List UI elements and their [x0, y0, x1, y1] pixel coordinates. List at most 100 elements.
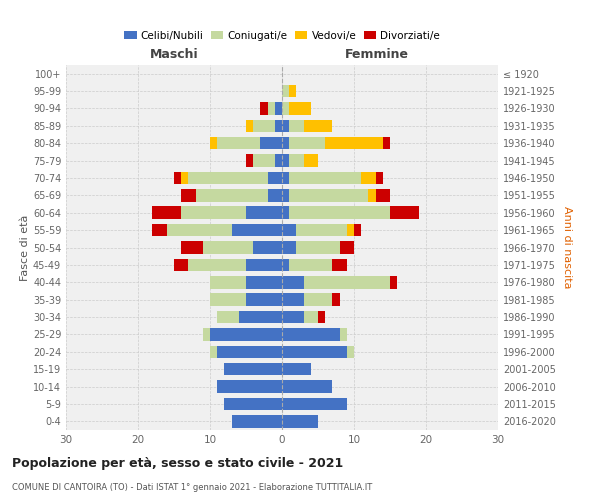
Bar: [289, 85, 296, 98]
Bar: [260, 137, 282, 149]
Bar: [282, 154, 289, 167]
Bar: [289, 102, 311, 115]
Text: Maschi: Maschi: [149, 48, 199, 62]
Bar: [289, 189, 368, 202]
Bar: [246, 120, 253, 132]
Bar: [174, 172, 181, 184]
Bar: [289, 258, 332, 271]
Bar: [282, 398, 347, 410]
Bar: [268, 102, 275, 115]
Bar: [217, 311, 239, 324]
Y-axis label: Anni di nascita: Anni di nascita: [562, 206, 572, 289]
Bar: [217, 137, 260, 149]
Bar: [188, 258, 246, 271]
Bar: [196, 189, 268, 202]
Bar: [152, 224, 167, 236]
Bar: [282, 120, 289, 132]
Bar: [246, 258, 282, 271]
Bar: [253, 154, 275, 167]
Bar: [203, 241, 253, 254]
Bar: [296, 224, 347, 236]
Bar: [282, 346, 347, 358]
Bar: [282, 276, 304, 288]
Bar: [282, 311, 304, 324]
Bar: [282, 241, 296, 254]
Bar: [289, 154, 304, 167]
Bar: [304, 311, 318, 324]
Bar: [376, 172, 383, 184]
Bar: [275, 120, 282, 132]
Bar: [174, 258, 188, 271]
Bar: [246, 276, 282, 288]
Bar: [289, 137, 325, 149]
Bar: [332, 258, 347, 271]
Bar: [304, 294, 332, 306]
Bar: [210, 328, 282, 340]
Bar: [282, 258, 289, 271]
Bar: [282, 206, 289, 219]
Legend: Celibi/Nubili, Coniugati/e, Vedovi/e, Divorziati/e: Celibi/Nubili, Coniugati/e, Vedovi/e, Di…: [120, 26, 444, 44]
Bar: [282, 85, 289, 98]
Bar: [224, 363, 282, 376]
Bar: [325, 137, 383, 149]
Bar: [275, 154, 282, 167]
Bar: [239, 311, 282, 324]
Bar: [210, 276, 246, 288]
Text: COMUNE DI CANTOIRA (TO) - Dati ISTAT 1° gennaio 2021 - Elaborazione TUTTITALIA.I: COMUNE DI CANTOIRA (TO) - Dati ISTAT 1° …: [12, 482, 372, 492]
Bar: [332, 294, 340, 306]
Bar: [282, 328, 340, 340]
Bar: [210, 294, 246, 306]
Bar: [210, 346, 217, 358]
Bar: [383, 137, 390, 149]
Bar: [282, 172, 289, 184]
Bar: [282, 380, 332, 393]
Bar: [210, 137, 217, 149]
Bar: [275, 102, 282, 115]
Text: Popolazione per età, sesso e stato civile - 2021: Popolazione per età, sesso e stato civil…: [12, 458, 343, 470]
Bar: [260, 102, 268, 115]
Bar: [181, 241, 203, 254]
Bar: [354, 224, 361, 236]
Bar: [217, 380, 282, 393]
Text: Femmine: Femmine: [345, 48, 409, 62]
Bar: [232, 415, 282, 428]
Bar: [203, 328, 210, 340]
Bar: [282, 363, 311, 376]
Bar: [253, 120, 275, 132]
Bar: [282, 137, 289, 149]
Bar: [152, 206, 181, 219]
Bar: [340, 328, 347, 340]
Bar: [232, 224, 282, 236]
Bar: [181, 189, 196, 202]
Bar: [181, 172, 188, 184]
Bar: [268, 172, 282, 184]
Bar: [289, 172, 361, 184]
Bar: [347, 224, 354, 236]
Bar: [340, 241, 354, 254]
Bar: [224, 398, 282, 410]
Bar: [268, 189, 282, 202]
Bar: [368, 189, 376, 202]
Bar: [296, 241, 340, 254]
Bar: [217, 346, 282, 358]
Bar: [188, 172, 268, 184]
Bar: [289, 206, 390, 219]
Bar: [246, 206, 282, 219]
Bar: [318, 311, 325, 324]
Bar: [246, 154, 253, 167]
Bar: [289, 120, 304, 132]
Bar: [167, 224, 232, 236]
Bar: [282, 294, 304, 306]
Y-axis label: Fasce di età: Fasce di età: [20, 214, 30, 280]
Bar: [282, 224, 296, 236]
Bar: [347, 346, 354, 358]
Bar: [304, 120, 332, 132]
Bar: [282, 415, 318, 428]
Bar: [304, 154, 318, 167]
Bar: [390, 206, 419, 219]
Bar: [246, 294, 282, 306]
Bar: [282, 189, 289, 202]
Bar: [304, 276, 390, 288]
Bar: [181, 206, 246, 219]
Bar: [253, 241, 282, 254]
